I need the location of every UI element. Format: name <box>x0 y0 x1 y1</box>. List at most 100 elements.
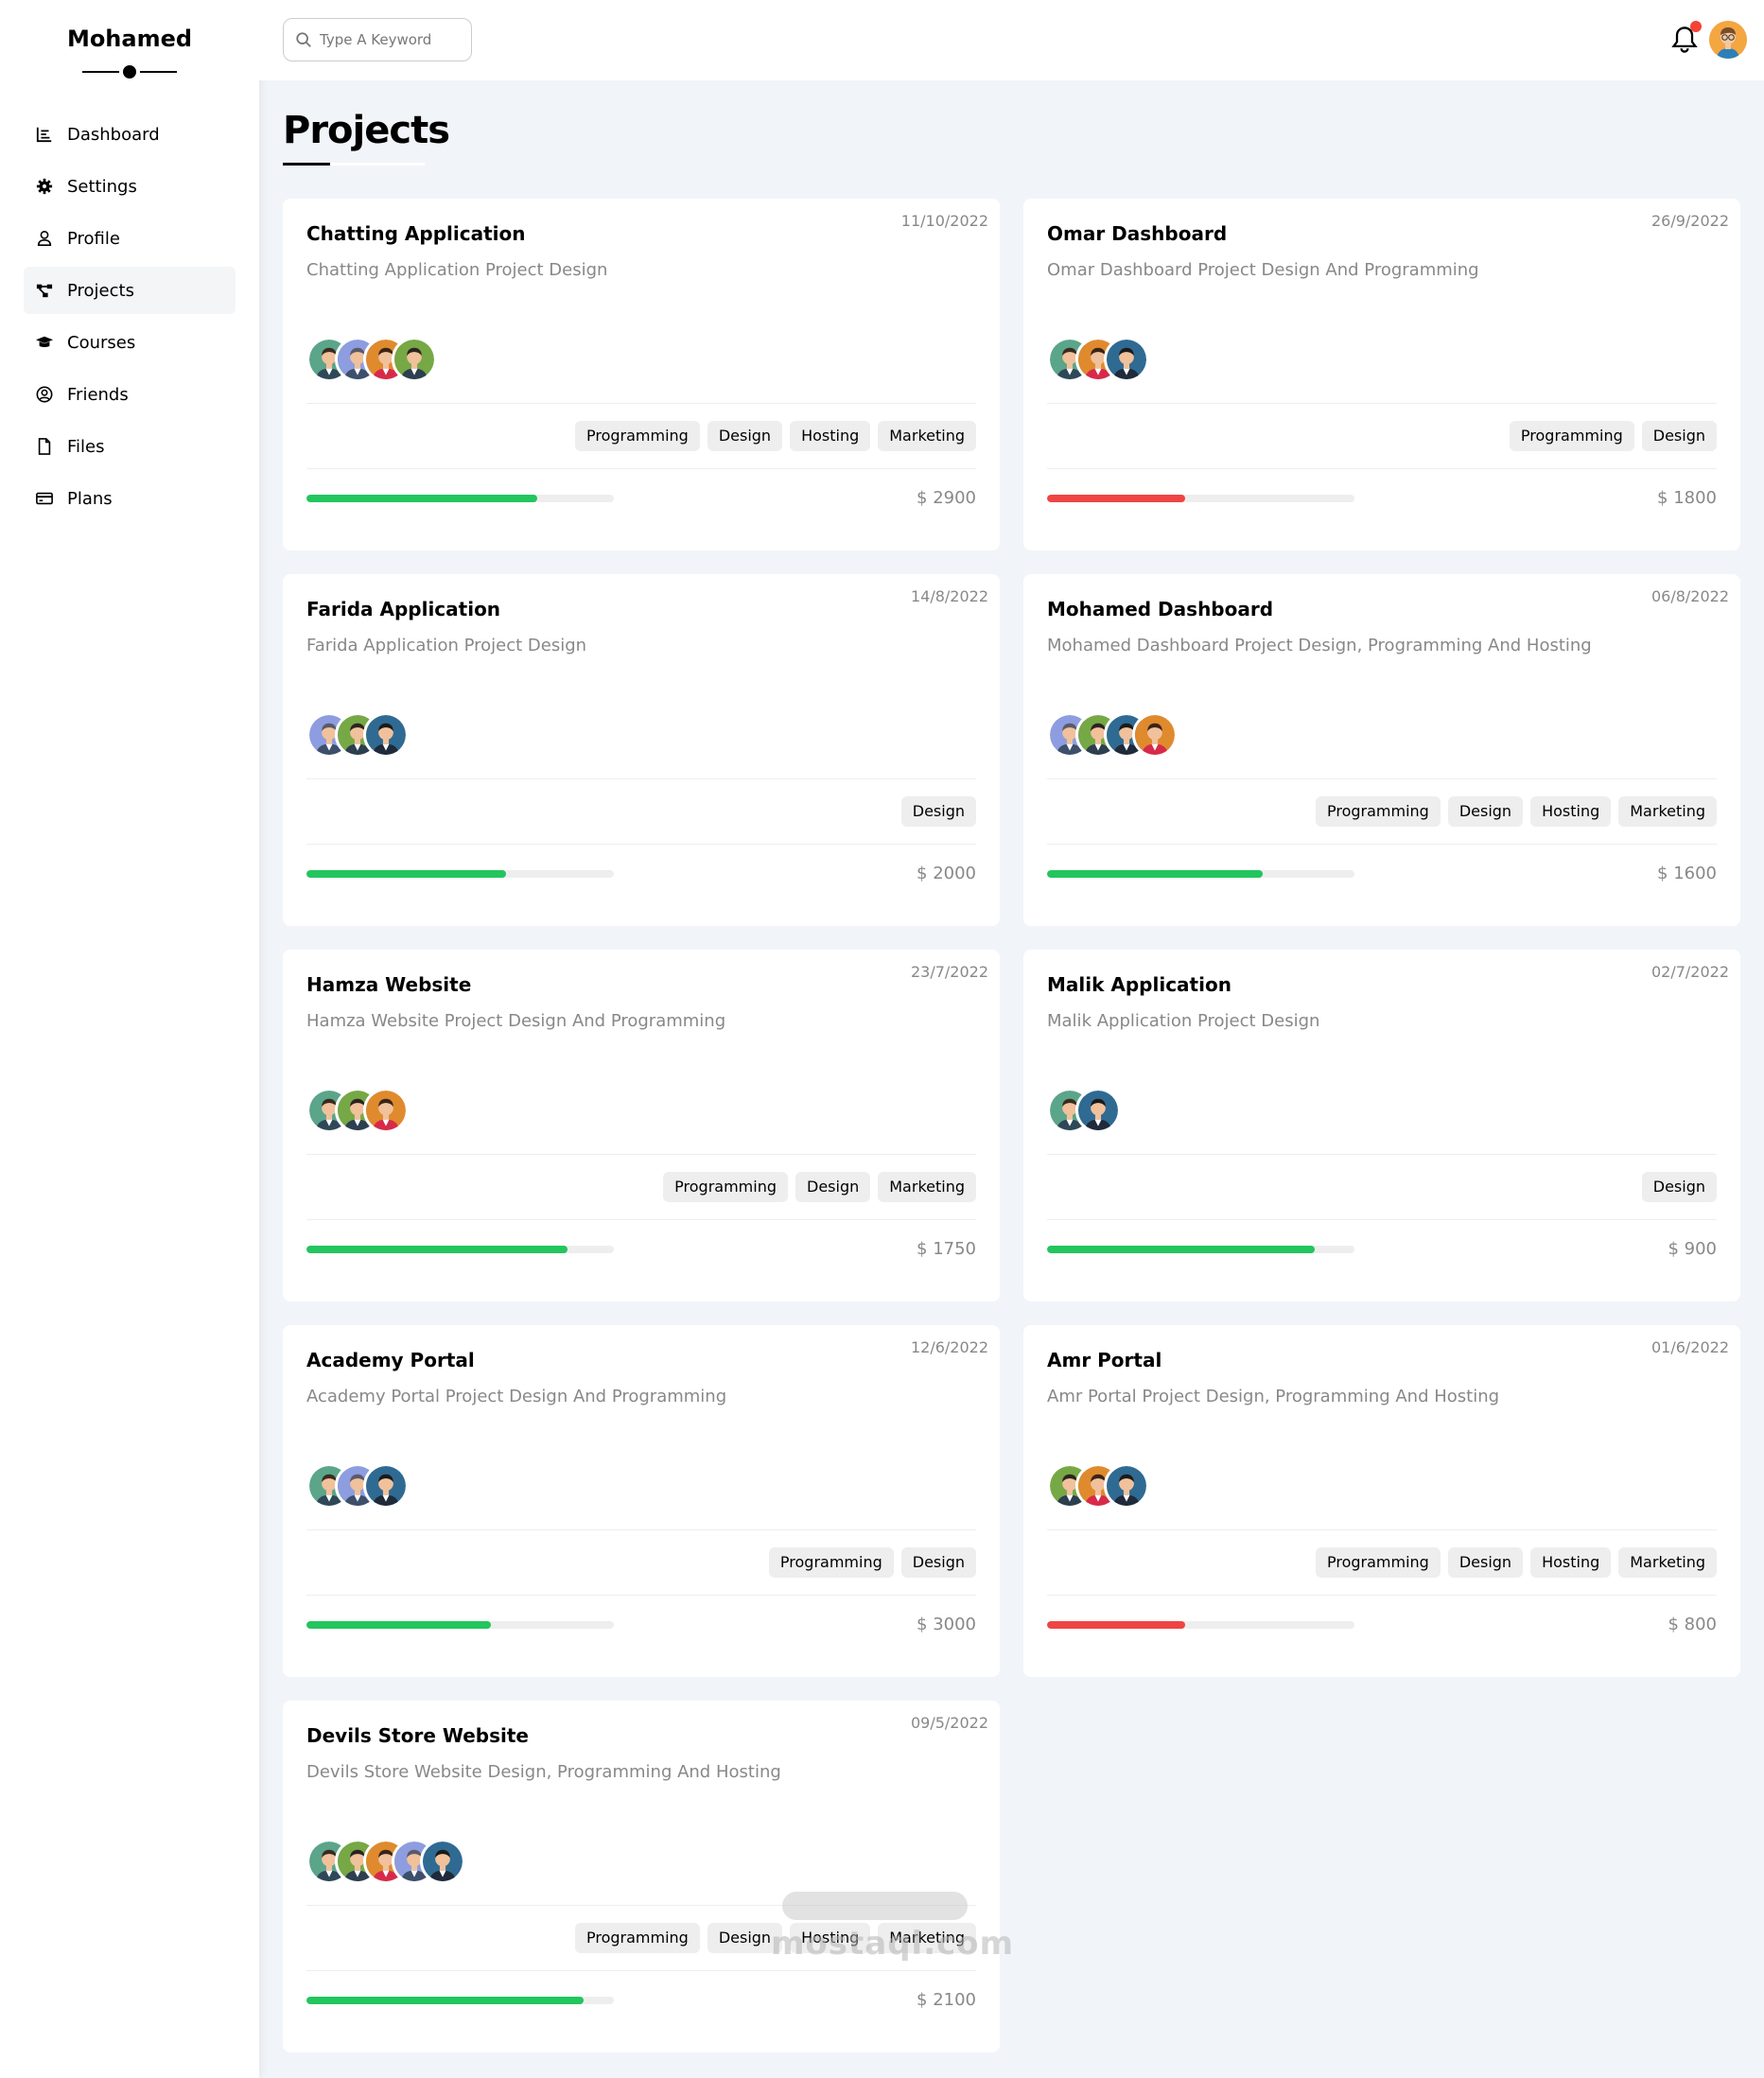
sidebar-item-courses[interactable]: Courses <box>24 319 236 366</box>
sidebar-item-label: Profile <box>67 228 120 249</box>
project-card[interactable]: 14/8/2022 Farida Application Farida Appl… <box>283 574 1000 926</box>
project-description: Amr Portal Project Design, Programming A… <box>1047 1387 1500 1406</box>
tag[interactable]: Hosting <box>790 1923 871 1953</box>
project-tags: Programming Design <box>1047 421 1717 451</box>
project-footer: $ 1800 <box>1047 488 1717 508</box>
project-footer: $ 900 <box>1047 1239 1717 1259</box>
search-input[interactable] <box>320 31 462 48</box>
user-circle-icon <box>35 385 54 404</box>
avatar[interactable] <box>1132 712 1178 758</box>
progress-bar <box>306 1245 614 1253</box>
tag[interactable]: Hosting <box>1530 796 1612 827</box>
main-content: Projects 11/10/2022 Chatting Application… <box>283 80 1740 2052</box>
project-card[interactable]: 02/7/2022 Malik Application Malik Applic… <box>1023 950 1740 1301</box>
project-description: Academy Portal Project Design And Progra… <box>306 1387 727 1406</box>
tag[interactable]: Marketing <box>878 421 976 451</box>
project-price: $ 2000 <box>917 864 976 883</box>
sidebar-item-dashboard[interactable]: Dashboard <box>24 111 236 158</box>
projects-grid: 11/10/2022 Chatting Application Chatting… <box>283 199 1740 2052</box>
tag[interactable]: Hosting <box>790 421 871 451</box>
project-date: 02/7/2022 <box>1650 963 1729 981</box>
notification-bell[interactable] <box>1671 21 1702 55</box>
tag[interactable]: Design <box>900 796 976 827</box>
project-tags: Programming Design Marketing <box>306 1172 976 1202</box>
project-card[interactable]: 23/7/2022 Hamza Website Hamza Website Pr… <box>283 950 1000 1301</box>
tag[interactable]: Design <box>900 1547 976 1578</box>
project-tags: Programming Design Hosting Marketing <box>1047 796 1717 827</box>
tag[interactable]: Hosting <box>1530 1547 1612 1578</box>
divider <box>1047 468 1717 469</box>
tag[interactable]: Design <box>707 1923 783 1953</box>
sidebar-item-friends[interactable]: Friends <box>24 371 236 418</box>
sidebar: Mohamed Dashboard Settings Profile Proje… <box>0 0 259 2078</box>
project-price: $ 2900 <box>917 488 976 508</box>
tag[interactable]: Design <box>1641 421 1717 451</box>
project-price: $ 900 <box>1668 1239 1717 1259</box>
tag[interactable]: Programming <box>1315 796 1441 827</box>
progress-bar <box>1047 494 1354 502</box>
tag[interactable]: Marketing <box>878 1923 976 1953</box>
tag[interactable]: Programming <box>1315 1547 1441 1578</box>
tag[interactable]: Marketing <box>1618 1547 1717 1578</box>
tag[interactable]: Design <box>795 1172 871 1202</box>
project-title: Mohamed Dashboard <box>1047 598 1274 620</box>
project-title: Chatting Application <box>306 222 526 245</box>
avatar[interactable] <box>1104 337 1149 382</box>
avatar[interactable] <box>1709 21 1747 59</box>
search-box[interactable] <box>283 18 472 61</box>
project-card[interactable]: 06/8/2022 Mohamed Dashboard Mohamed Dash… <box>1023 574 1740 926</box>
divider <box>1047 1154 1717 1155</box>
divider <box>1047 1595 1717 1596</box>
project-card[interactable]: 26/9/2022 Omar Dashboard Omar Dashboard … <box>1023 199 1740 550</box>
divider <box>306 1219 976 1220</box>
project-title: Hamza Website <box>306 973 472 996</box>
avatar[interactable] <box>420 1839 465 1884</box>
avatar[interactable] <box>392 337 437 382</box>
tag[interactable]: Design <box>1641 1172 1717 1202</box>
sidebar-item-plans[interactable]: Plans <box>24 475 236 522</box>
project-card[interactable]: 11/10/2022 Chatting Application Chatting… <box>283 199 1000 550</box>
sidebar-item-projects[interactable]: Projects <box>24 267 236 314</box>
project-price: $ 1800 <box>1657 488 1717 508</box>
progress-fill <box>306 1996 584 2004</box>
project-title: Farida Application <box>306 598 501 620</box>
sidebar-item-files[interactable]: Files <box>24 423 236 470</box>
avatar[interactable] <box>1075 1088 1121 1133</box>
project-title: Devils Store Website <box>306 1724 529 1747</box>
sidebar-item-label: Settings <box>67 176 137 197</box>
project-price: $ 3000 <box>917 1615 976 1634</box>
project-card[interactable]: 12/6/2022 Academy Portal Academy Portal … <box>283 1325 1000 1677</box>
avatar[interactable] <box>363 1463 409 1509</box>
tag[interactable]: Programming <box>574 421 700 451</box>
project-footer: $ 2000 <box>306 864 976 883</box>
sidebar-item-label: Files <box>67 436 105 457</box>
tag[interactable]: Design <box>707 421 783 451</box>
project-tags: Design <box>306 796 976 827</box>
project-description: Farida Application Project Design <box>306 636 587 655</box>
divider <box>306 1154 976 1155</box>
tag[interactable]: Marketing <box>1618 796 1717 827</box>
tag[interactable]: Programming <box>663 1172 788 1202</box>
sidebar-item-label: Projects <box>67 280 134 301</box>
avatar[interactable] <box>1104 1463 1149 1509</box>
divider <box>306 778 976 779</box>
sidebar-item-profile[interactable]: Profile <box>24 215 236 262</box>
project-card[interactable]: 01/6/2022 Amr Portal Amr Portal Project … <box>1023 1325 1740 1677</box>
tag[interactable]: Design <box>1447 796 1524 827</box>
avatar[interactable] <box>363 712 409 758</box>
progress-bar <box>306 1996 614 2004</box>
tag[interactable]: Programming <box>574 1923 700 1953</box>
progress-fill <box>1047 869 1263 878</box>
tag[interactable]: Marketing <box>878 1172 976 1202</box>
sidebar-item-settings[interactable]: Settings <box>24 163 236 210</box>
progress-bar <box>306 869 614 878</box>
project-description: Omar Dashboard Project Design And Progra… <box>1047 260 1479 280</box>
tag[interactable]: Programming <box>768 1547 894 1578</box>
tag[interactable]: Programming <box>1509 421 1634 451</box>
avatar[interactable] <box>363 1088 409 1133</box>
team-avatars <box>1047 712 1717 760</box>
team-avatars <box>306 1839 976 1886</box>
tag[interactable]: Design <box>1447 1547 1524 1578</box>
watermark-logo <box>782 1892 968 1920</box>
project-card[interactable]: 09/5/2022 Devils Store Website Devils St… <box>283 1701 1000 2052</box>
